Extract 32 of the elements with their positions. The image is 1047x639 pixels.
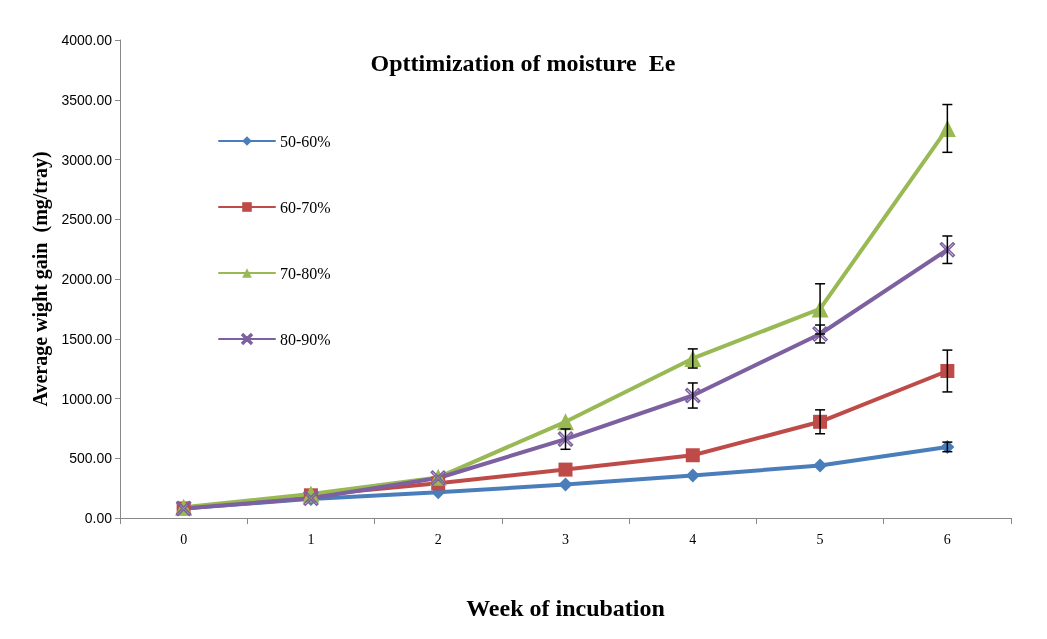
y-tick-label: 2000.00 <box>61 271 113 287</box>
point <box>685 468 700 483</box>
x-tick-label: 1 <box>307 531 315 547</box>
y-tick-label: 0.00 <box>84 510 113 526</box>
y-tick-label: 3000.00 <box>61 151 113 168</box>
x-tick-label: 2 <box>434 531 442 547</box>
point <box>558 462 573 477</box>
point <box>940 364 955 379</box>
point <box>558 477 573 492</box>
x-tick-label: 3 <box>562 531 569 547</box>
legend-label: 60-70% <box>280 198 331 216</box>
point <box>685 387 701 404</box>
point <box>557 431 574 447</box>
x-tick-label: 5 <box>816 531 824 547</box>
y-tick-label: 3500.00 <box>61 91 113 108</box>
legend-label: 80-90% <box>280 330 331 348</box>
point <box>939 241 956 258</box>
x-tick-label: 4 <box>689 531 697 547</box>
point <box>813 458 828 473</box>
x-tick-label: 0 <box>180 531 188 547</box>
x-tick-label: 6 <box>943 531 951 547</box>
point <box>685 448 700 463</box>
legend-label: 50-60% <box>280 132 331 150</box>
y-tick-label: 1000.00 <box>61 390 113 407</box>
y-axis-title: Average wight gain (mg/tray) <box>29 151 52 407</box>
legend-label: 70-80% <box>280 264 331 282</box>
chart-title: Opttimization of moisture Ee <box>370 50 676 76</box>
y-tick-label: 500.00 <box>69 450 113 467</box>
y-tick-label: 2500.00 <box>61 211 113 228</box>
y-tick-label: 4000.00 <box>61 32 113 48</box>
y-tick-label: 1500.00 <box>61 330 113 347</box>
x-axis-title: Week of incubation <box>466 595 665 621</box>
